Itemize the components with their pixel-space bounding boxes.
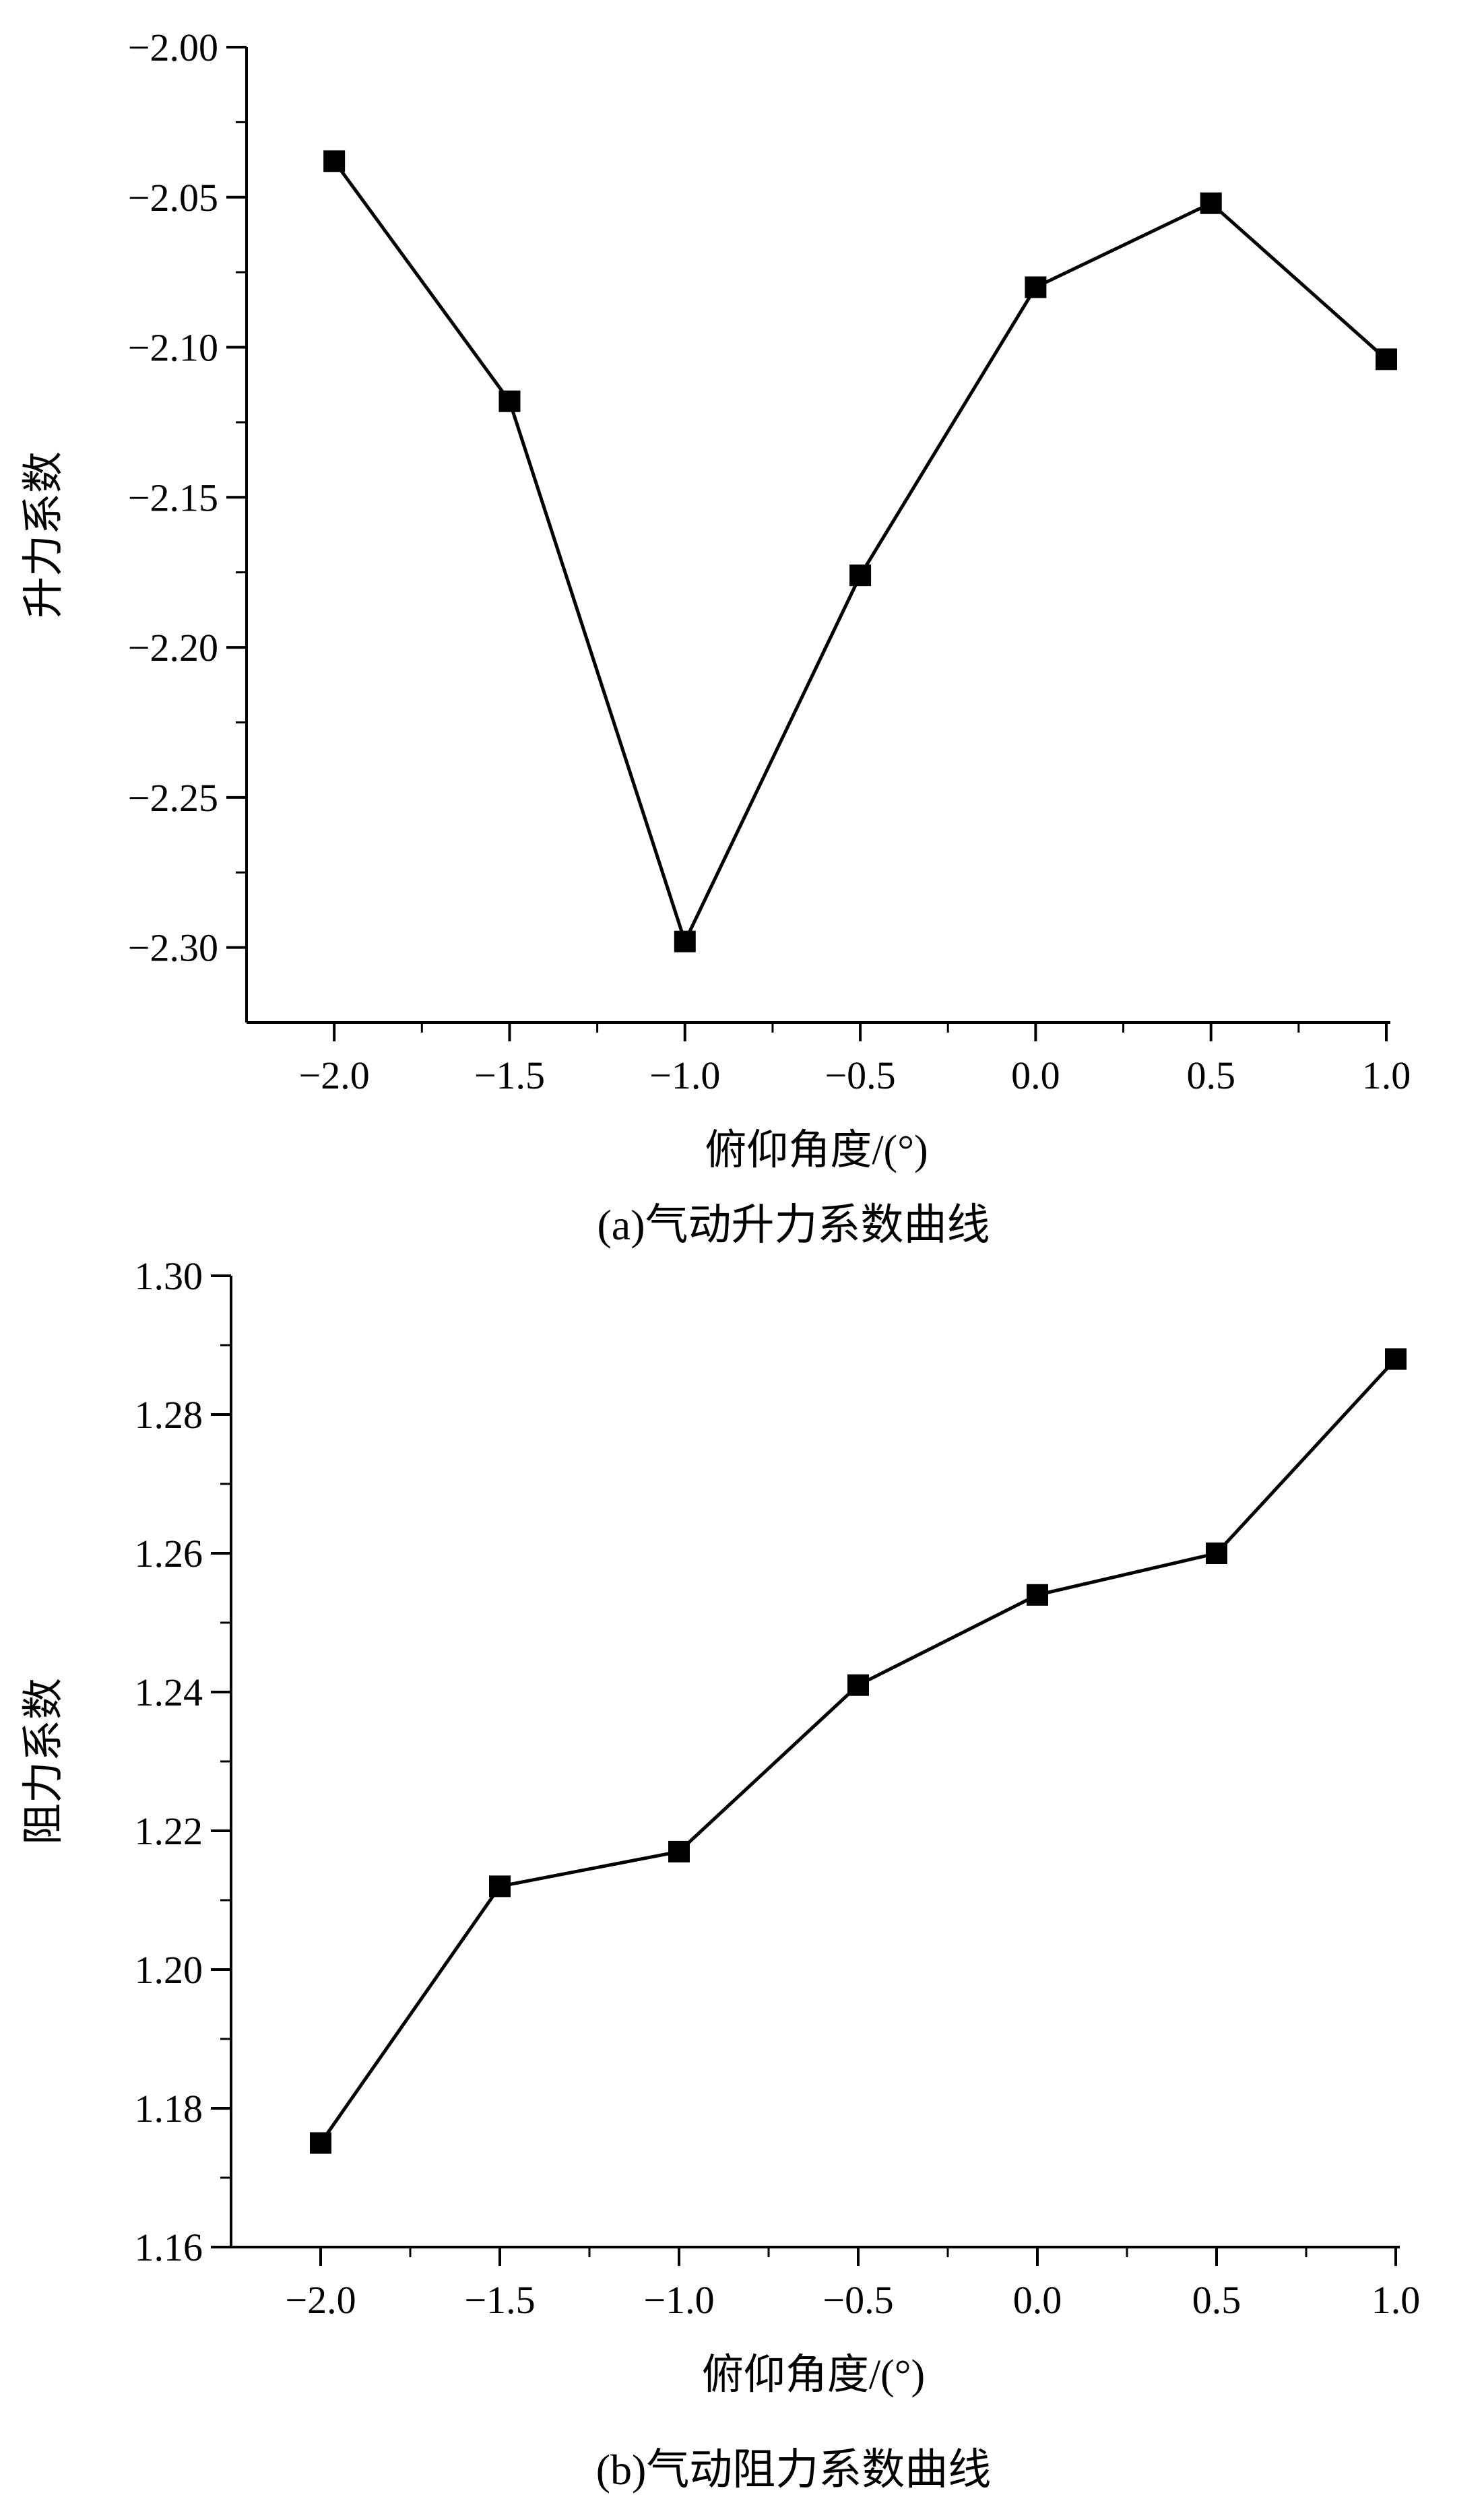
- drag-series-line: [319, 1357, 1397, 2144]
- drag-data-point: [1385, 1348, 1407, 1370]
- lift-y-tick-label: −2.25: [128, 776, 218, 820]
- drag-x-tick-label: −0.5: [822, 2278, 893, 2322]
- drag-data-point: [1206, 1543, 1227, 1564]
- drag-x-tick-label: 0.0: [1013, 2278, 1062, 2322]
- drag-x-tick-label: −1.0: [643, 2278, 714, 2322]
- lift-y-tick-label: −2.05: [128, 176, 218, 220]
- lift-chart-caption: (a)气动升力系数曲线: [597, 1201, 990, 1249]
- lift-x-tick-label: 0.5: [1186, 1053, 1235, 1097]
- lift-x-tick-label: −1.0: [649, 1053, 720, 1097]
- lift-x-tick-label: 0.0: [1011, 1053, 1060, 1097]
- lift-data-point: [849, 564, 872, 587]
- drag-y-tick-label: 1.20: [135, 1948, 203, 1992]
- lift-y-tick-label: −2.15: [128, 476, 218, 519]
- lift-x-tick-label: −0.5: [825, 1053, 895, 1097]
- lift-x-axis-title: 俯仰角度/(°): [705, 1128, 928, 1173]
- drag-y-tick-label: 1.28: [135, 1393, 203, 1437]
- drag-y-tick-label: 1.30: [135, 1254, 203, 1298]
- lift-data-point: [498, 390, 521, 412]
- lift-coefficient-chart: −2.00 −2.05 −2.10 −2.15 −2.20 −2.25 −2.30 −2.0 −…: [21, 26, 1411, 1173]
- lift-data-point: [1200, 192, 1222, 214]
- lift-data-point: [1376, 348, 1397, 370]
- drag-y-tick-label: 1.16: [135, 2226, 203, 2269]
- drag-y-tick-label: 1.24: [135, 1670, 203, 1714]
- drag-coefficient-chart: 1.30 1.28 1.26 1.24 1.22 1.20 1.18 1.16 −2.0 −1.5…: [21, 1254, 1420, 2398]
- drag-data-point: [310, 2132, 331, 2154]
- drag-y-axis-title: 阻力系数: [21, 1678, 67, 1845]
- drag-y-tick-label: 1.22: [135, 1809, 203, 1853]
- lift-y-axis-title: 升力系数: [21, 451, 67, 618]
- lift-data-point: [323, 150, 346, 172]
- drag-x-tick-label: 0.5: [1192, 2278, 1241, 2322]
- drag-y-tick-label: 1.26: [135, 1532, 203, 1576]
- lift-series-line: [333, 160, 1388, 946]
- drag-data-point: [489, 1875, 511, 1897]
- drag-chart-caption: (b)气动阻力系数曲线: [596, 2446, 992, 2494]
- lift-y-tick-label: −2.20: [128, 626, 218, 670]
- drag-x-tick-label: −1.5: [464, 2278, 535, 2322]
- drag-data-point: [1027, 1584, 1048, 1606]
- lift-x-tick-label: −1.5: [474, 1053, 545, 1097]
- lift-y-tick-label: −2.10: [128, 326, 218, 370]
- lift-data-point: [674, 930, 696, 952]
- drag-x-tick-label: 1.0: [1372, 2278, 1421, 2322]
- drag-data-point: [668, 1840, 690, 1862]
- lift-x-tick-label: 1.0: [1362, 1053, 1411, 1097]
- lift-x-tick-label: −2.0: [299, 1053, 370, 1097]
- drag-data-point: [847, 1674, 869, 1696]
- lift-y-tick-label: −2.30: [128, 926, 218, 970]
- lift-y-tick-label: −2.00: [128, 26, 218, 69]
- drag-y-tick-label: 1.18: [135, 2087, 203, 2131]
- lift-data-point: [1025, 276, 1047, 298]
- drag-x-axis-title: 俯仰角度/(°): [702, 2352, 925, 2398]
- drag-x-tick-label: −2.0: [285, 2278, 356, 2322]
